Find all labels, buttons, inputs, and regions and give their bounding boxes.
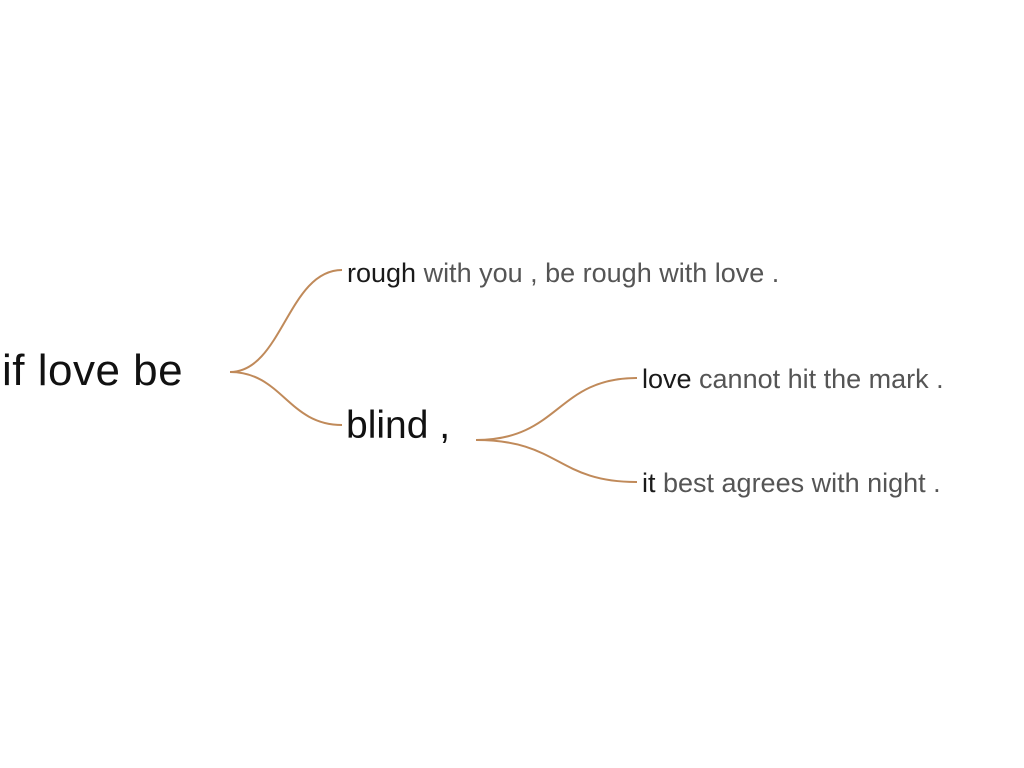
tree-branch-node[interactable]: blind ,: [346, 406, 450, 445]
leaf-head-word: love: [642, 364, 692, 394]
root-label: if love be: [2, 346, 184, 395]
tree-branch-node[interactable]: rough with you , be rough with love .: [347, 260, 779, 287]
branch-label: blind ,: [346, 404, 451, 447]
branch-continuation: with you , be rough with love .: [416, 258, 780, 288]
connector-branch-2-to-child-1: [475, 377, 638, 441]
connector-root-to-branch-2: [229, 371, 343, 426]
branch-head-word: rough: [347, 258, 417, 288]
connector-root-to-branch-1: [229, 269, 343, 373]
connector-branch-2-to-child-2: [475, 439, 638, 483]
leaf-continuation: best agrees with night .: [655, 468, 941, 498]
tree-leaf-node[interactable]: it best agrees with night .: [642, 470, 941, 497]
leaf-continuation: cannot hit the mark .: [691, 364, 944, 394]
tree-leaf-node[interactable]: love cannot hit the mark .: [642, 366, 944, 393]
tree-root-node[interactable]: if love be: [2, 349, 183, 393]
leaf-head-word: it: [642, 468, 656, 498]
